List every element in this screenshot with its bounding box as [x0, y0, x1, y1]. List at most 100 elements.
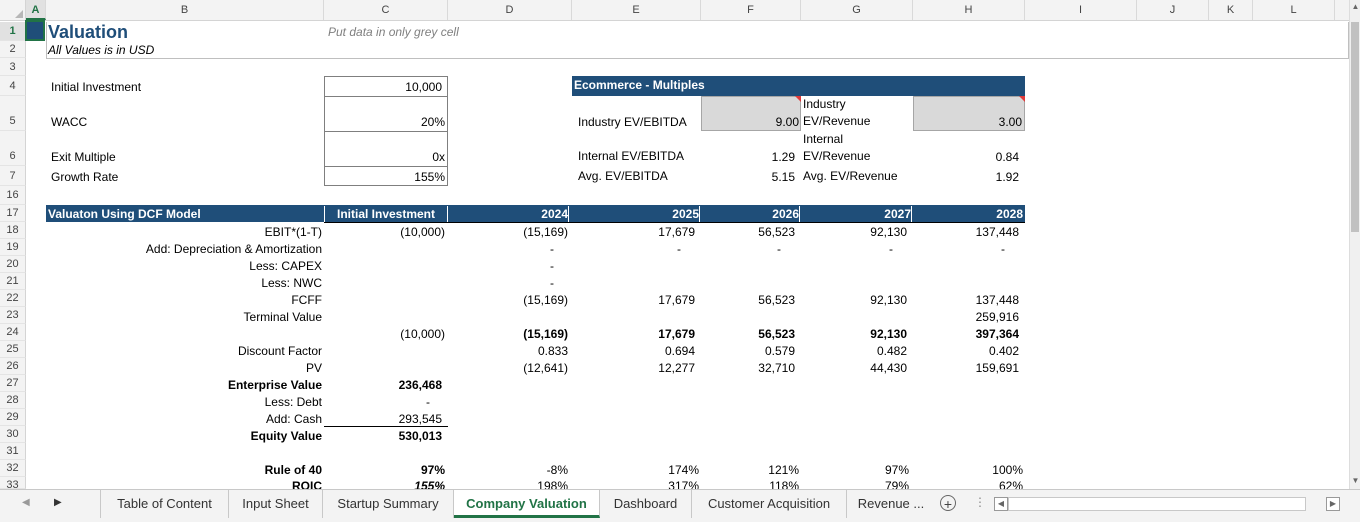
col-header-k[interactable]: K — [1209, 0, 1253, 20]
hscroll-right-icon[interactable]: ▶ — [1326, 497, 1340, 511]
dcf-nwc-2024: - — [550, 276, 554, 290]
dcf-total-2025: 17,679 — [658, 327, 695, 341]
dcf-ebit-2025: 17,679 — [658, 225, 695, 239]
row-header-1[interactable]: 1 — [0, 22, 26, 41]
row-header-7[interactable]: 7 — [0, 166, 26, 186]
label-internal-ev-rev-2: EV/Revenue — [803, 149, 871, 163]
row-header-16[interactable]: 16 — [0, 186, 26, 205]
row-header-32[interactable]: 32 — [0, 460, 26, 477]
row-header-3[interactable]: 3 — [0, 58, 26, 76]
row-header-2[interactable]: 2 — [0, 41, 26, 58]
row-header-17[interactable]: 17 — [0, 205, 26, 222]
row-header-26[interactable]: 26 — [0, 358, 26, 375]
row-header-30[interactable]: 30 — [0, 426, 26, 443]
col-header-f[interactable]: F — [701, 0, 801, 20]
less-debt-value: - — [426, 395, 430, 409]
row-header-33[interactable]: 33 — [0, 477, 26, 489]
dcf-fcff-2025: 17,679 — [658, 293, 695, 307]
col-header-l[interactable]: L — [1253, 0, 1335, 20]
tab-scroll-left-icon[interactable]: ◀ — [22, 497, 30, 508]
add-sheet-icon[interactable]: + — [940, 495, 956, 512]
row-header-22[interactable]: 22 — [0, 290, 26, 307]
horizontal-scrollbar[interactable] — [1008, 497, 1306, 511]
tab-scroll-right-icon[interactable]: ▶ — [54, 497, 62, 508]
col-header-h[interactable]: H — [913, 0, 1025, 20]
label-equity-value: Equity Value — [250, 429, 322, 443]
scroll-up-icon[interactable]: ▲ — [1351, 2, 1360, 11]
row-header-31[interactable]: 31 — [0, 443, 26, 460]
col-header-d[interactable]: D — [448, 0, 572, 20]
row-header-24[interactable]: 24 — [0, 324, 26, 341]
dcf-fcff-2028: 137,448 — [975, 293, 1019, 307]
roic-2027: 79% — [884, 479, 909, 489]
tab-input-sheet[interactable]: Input Sheet — [229, 490, 323, 518]
row-header-19[interactable]: 19 — [0, 239, 26, 256]
exit-multiple-input[interactable] — [324, 131, 448, 167]
label-rule-of-40: Rule of 40 — [264, 463, 322, 477]
industry-ev-revenue-input[interactable] — [913, 96, 1025, 131]
row-header-6[interactable]: 6 — [0, 131, 26, 166]
row-header-29[interactable]: 29 — [0, 409, 26, 426]
wacc-input[interactable] — [324, 96, 448, 132]
dcf-pv-2025: 12,277 — [658, 361, 695, 375]
rule40-2027: 97% — [884, 463, 909, 477]
dcf-dep-2027: - — [889, 242, 893, 256]
scrollbar-thumb[interactable] — [1351, 22, 1359, 232]
row-header-27[interactable]: 27 — [0, 375, 26, 392]
label-internal-ev-ebitda: Internal EV/EBITDA — [578, 149, 685, 163]
dcf-dep-2025: - — [677, 242, 681, 256]
dcf-dep-2028: - — [1001, 242, 1005, 256]
industry-ev-ebitda-input[interactable] — [701, 96, 801, 131]
row-header-21[interactable]: 21 — [0, 273, 26, 290]
tab-split-handle-icon[interactable]: ⋮ — [974, 495, 986, 509]
row-header-5[interactable]: 5 — [0, 96, 26, 131]
col-header-b[interactable]: B — [46, 0, 324, 20]
rule40-2024: -8% — [546, 463, 568, 477]
select-all-corner[interactable] — [0, 0, 26, 20]
roic-2026: 118% — [769, 479, 799, 489]
row-header-28[interactable]: 28 — [0, 392, 26, 409]
vertical-scrollbar[interactable]: ▲ ▼ — [1349, 0, 1360, 489]
rule40-initial: 97% — [420, 463, 445, 477]
scroll-down-icon[interactable]: ▼ — [1351, 476, 1360, 485]
roic-2028: 62% — [998, 479, 1023, 489]
industry-ev-ebitda-value: 9.00 — [775, 115, 799, 129]
tab-company-valuation[interactable]: Company Valuation — [454, 490, 600, 518]
tab-customer-acquisition[interactable]: Customer Acquisition — [692, 490, 847, 518]
dcf-fcff-2026: 56,523 — [758, 293, 795, 307]
col-header-e[interactable]: E — [572, 0, 701, 20]
dcf-df-2028: 0.402 — [988, 344, 1019, 358]
dcf-total-2028: 397,364 — [975, 327, 1019, 341]
comment-marker — [1019, 96, 1025, 102]
label-wacc: WACC — [51, 115, 88, 129]
col-header-a[interactable]: A — [26, 0, 46, 20]
industry-ev-revenue-value: 3.00 — [998, 115, 1022, 129]
col-header-j[interactable]: J — [1137, 0, 1209, 20]
tab-revenue[interactable]: Revenue ... — [857, 496, 925, 511]
row-header-18[interactable]: 18 — [0, 222, 26, 239]
tab-startup-summary[interactable]: Startup Summary — [323, 490, 454, 518]
col-header-c[interactable]: C — [324, 0, 448, 20]
row-header-4[interactable]: 4 — [0, 76, 26, 96]
row-header-25[interactable]: 25 — [0, 341, 26, 358]
tab-table-of-content[interactable]: Table of Content — [100, 490, 229, 518]
dcf-year-2028: 2028 — [996, 207, 1023, 221]
label-less-debt: Less: Debt — [264, 395, 322, 409]
dcf-tv-2028: 259,916 — [975, 310, 1019, 324]
dcf-capex-2024: - — [550, 259, 554, 273]
col-header-g[interactable]: G — [801, 0, 913, 20]
tab-dashboard[interactable]: Dashboard — [600, 490, 692, 518]
dcf-pv-2026: 32,710 — [758, 361, 795, 375]
wacc-value: 20% — [420, 115, 445, 129]
row-header-20[interactable]: 20 — [0, 256, 26, 273]
dcf-ebit-2028: 137,448 — [975, 225, 1019, 239]
dcf-label-ebit: EBIT*(1-T) — [264, 225, 322, 239]
selected-cell-a1[interactable] — [25, 20, 45, 41]
dcf-year-2026: 2026 — [701, 206, 800, 222]
row-header-23[interactable]: 23 — [0, 307, 26, 324]
growth-rate-input[interactable] — [324, 166, 448, 186]
add-cash-value: 293,545 — [398, 412, 442, 426]
col-header-i[interactable]: I — [1025, 0, 1137, 20]
hscroll-left-icon[interactable]: ◀ — [994, 497, 1008, 511]
header-left-border — [46, 22, 47, 58]
